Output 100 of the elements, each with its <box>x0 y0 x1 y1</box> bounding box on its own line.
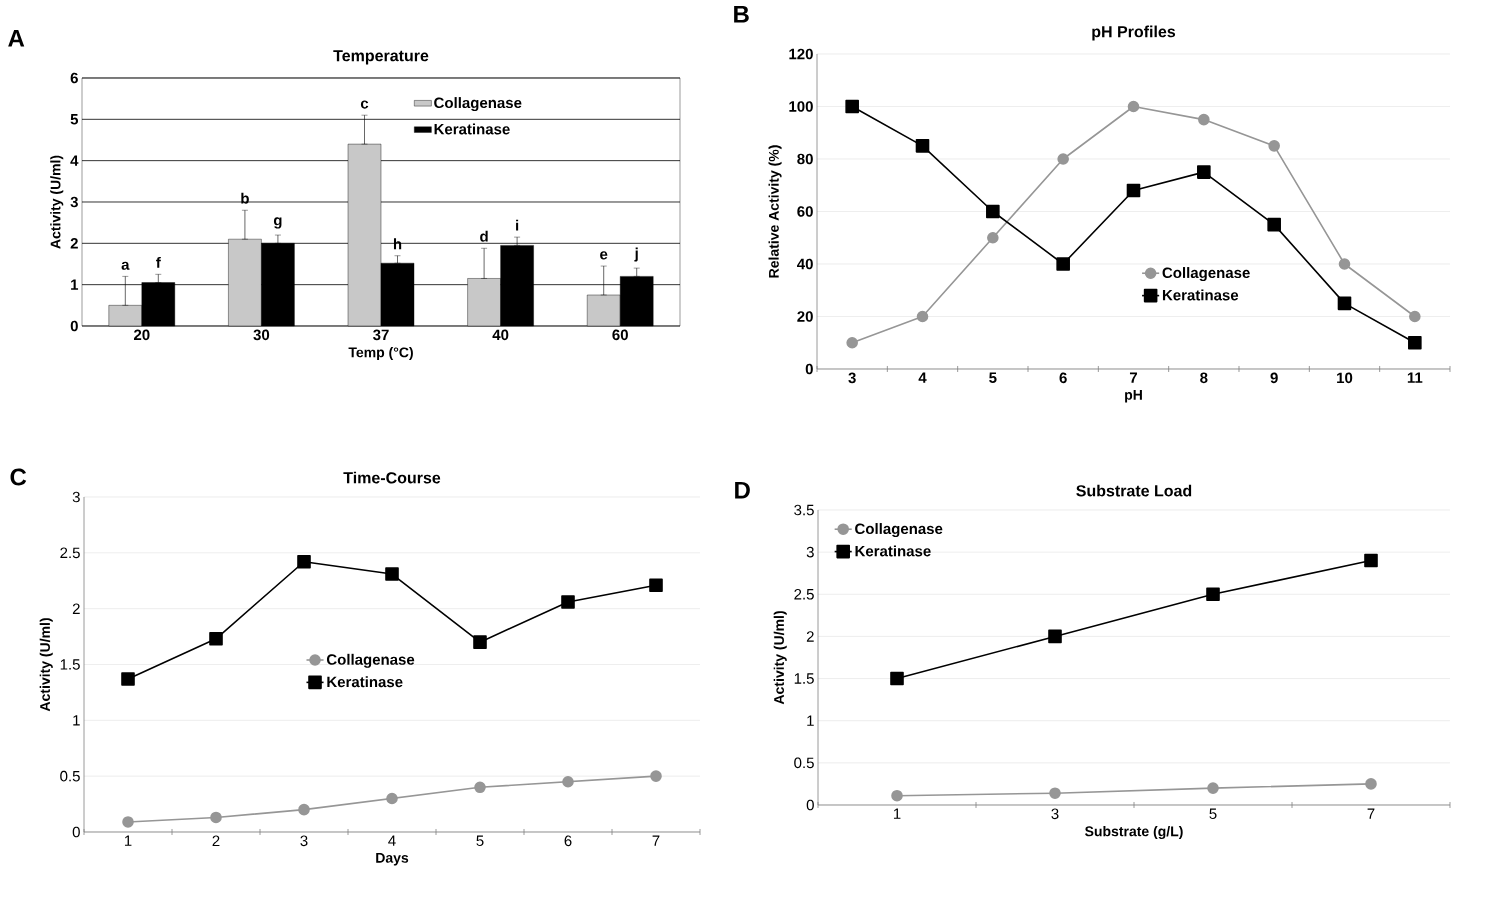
point <box>210 811 222 824</box>
x-tick-label: 37 <box>373 329 389 341</box>
point <box>474 781 486 794</box>
x-axis-title: pH <box>1125 390 1142 403</box>
legend-label: Keratinase <box>1162 289 1239 301</box>
y-tick-label: 0 <box>805 363 813 375</box>
legend-label: Keratinase <box>434 123 510 135</box>
text: A <box>8 29 25 47</box>
y-tick-label: 1.5 <box>794 673 814 684</box>
x-tick-label: 11 <box>1407 372 1423 383</box>
point <box>1268 140 1280 152</box>
legend-label: Collagenase <box>1162 267 1250 282</box>
point <box>385 567 399 581</box>
x-tick-label: 9 <box>1270 372 1278 384</box>
y-tick-label: 2.5 <box>794 588 814 600</box>
x-tick-label: 4 <box>388 835 396 846</box>
annotation: g <box>273 217 282 229</box>
text: C <box>10 468 27 486</box>
y-tick-label: 3 <box>806 546 814 558</box>
x-axis-title: Substrate (g/L) <box>1085 826 1183 840</box>
y-tick-label: 3 <box>70 196 78 208</box>
annotation: d <box>480 230 488 242</box>
point <box>916 310 929 323</box>
text: B <box>734 5 749 23</box>
x-tick-label: 10 <box>1337 372 1353 384</box>
y-tick-label: 6 <box>70 72 78 84</box>
x-tick-label: 1 <box>124 835 132 846</box>
point <box>1409 310 1421 323</box>
y-tick-label: 20 <box>797 311 813 322</box>
point <box>986 204 1000 219</box>
y-axis-title: Relative Activity (%) <box>768 145 782 278</box>
chart-title: Substrate Load <box>1076 484 1192 497</box>
y-axis-title: Activity (U/ml) <box>39 618 53 712</box>
point <box>386 792 398 805</box>
point <box>890 671 904 686</box>
y-tick-label: 0 <box>806 799 814 811</box>
point <box>562 775 574 788</box>
x-tick-label: 20 <box>133 329 150 341</box>
y-tick-label: 0 <box>70 320 78 332</box>
legend-label: Keratinase <box>855 545 931 557</box>
y-tick-label: 60 <box>797 206 813 217</box>
legend-label: Collagenase <box>434 97 522 112</box>
point <box>987 231 999 244</box>
point <box>1408 335 1422 350</box>
x-tick-label: 6 <box>564 835 572 847</box>
point <box>1206 587 1220 602</box>
y-axis-title: Activity (U/ml) <box>773 611 787 705</box>
legend-label: Keratinase <box>327 676 403 688</box>
y-tick-label: 0.5 <box>60 770 80 782</box>
y-tick-label: 1.5 <box>60 659 80 670</box>
point <box>846 336 858 349</box>
y-tick-label: 3 <box>72 491 80 503</box>
annotation: j <box>634 247 638 262</box>
point <box>1049 787 1061 799</box>
point <box>1057 153 1069 165</box>
point <box>121 672 135 686</box>
x-tick-label: 40 <box>492 329 509 341</box>
point <box>209 632 223 646</box>
x-tick-label: 7 <box>652 835 660 846</box>
x-tick-label: 7 <box>1129 372 1138 383</box>
point <box>915 139 930 153</box>
y-tick-label: 1 <box>807 715 814 726</box>
legend-label: Collagenase <box>855 523 943 538</box>
x-tick-label: 8 <box>1200 372 1208 384</box>
y-tick-label: 40 <box>797 258 813 270</box>
point <box>1267 217 1281 232</box>
chart-title: Time-Course <box>343 471 441 484</box>
point <box>891 789 903 802</box>
y-tick-label: 3.5 <box>794 504 814 516</box>
x-tick-label: 5 <box>476 835 484 846</box>
chart-title: pH Profiles <box>1092 25 1176 41</box>
x-tick-label: 5 <box>1209 808 1217 819</box>
annotation: a <box>121 261 130 270</box>
annotation: f <box>156 256 161 268</box>
point <box>561 595 575 609</box>
point <box>297 554 311 569</box>
y-tick-label: 0.5 <box>794 757 814 769</box>
point <box>1127 100 1140 113</box>
y-tick-label: 1 <box>71 279 79 290</box>
x-tick-label: 3 <box>1051 808 1059 820</box>
y-tick-label: 80 <box>797 153 813 165</box>
point <box>649 578 663 593</box>
x-tick-label: 4 <box>918 372 927 383</box>
x-axis-title: Days <box>376 853 409 866</box>
point <box>1126 183 1141 198</box>
annotation: e <box>600 251 608 260</box>
x-axis-title: Temp (°C) <box>348 347 413 361</box>
x-tick-label: 1 <box>893 808 901 819</box>
annotation: c <box>360 100 369 109</box>
x-tick-label: 60 <box>612 329 628 341</box>
point <box>298 803 310 816</box>
x-tick-label: 6 <box>1059 372 1067 384</box>
point <box>845 99 859 114</box>
y-tick-label: 2 <box>70 238 78 249</box>
point <box>1365 778 1377 790</box>
x-tick-label: 5 <box>989 372 997 383</box>
point <box>650 770 662 782</box>
annotation: b <box>241 192 249 204</box>
y-axis-title: Activity (U/ml) <box>50 155 64 249</box>
y-tick-label: 2.5 <box>60 547 80 559</box>
